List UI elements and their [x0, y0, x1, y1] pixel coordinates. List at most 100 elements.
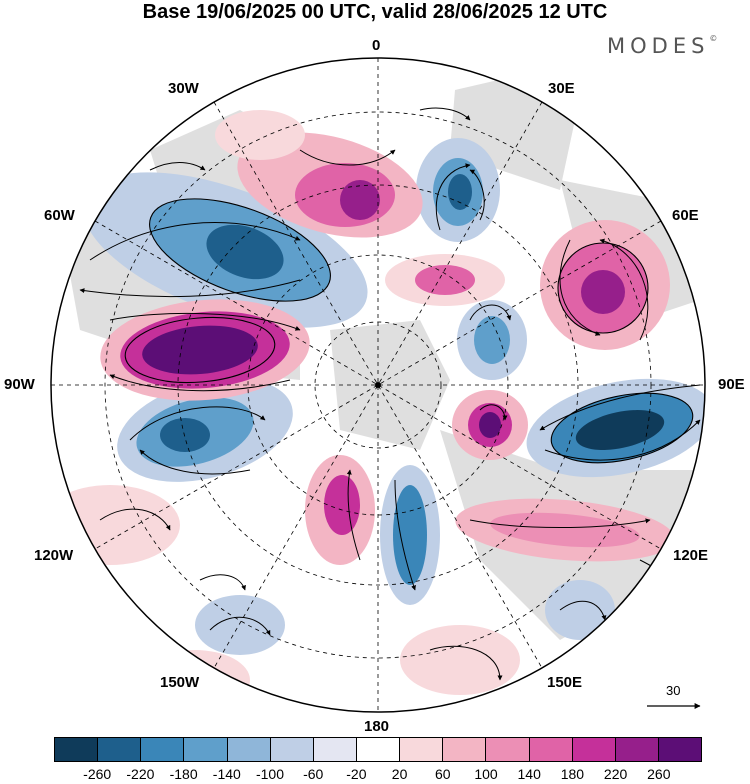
vector [299, 149, 396, 166]
lon-label-0: 0 [372, 37, 381, 54]
vector [89, 222, 301, 261]
anomaly-high-northpacific [400, 625, 520, 695]
lon-label-60e: 60E [672, 207, 699, 224]
anomaly-high-canada-core [142, 325, 258, 375]
colorbar-cell [270, 738, 314, 761]
vector [435, 163, 471, 231]
anomaly-high-laptev-core [479, 412, 501, 438]
colorbar-cell [615, 738, 659, 761]
lon-label-30w: 30W [168, 80, 199, 97]
colorbar-ticks: -260 -220 -180 -140 -100 -60 -20 20 60 100 140 180 2… [54, 766, 702, 784]
vector [419, 107, 471, 121]
anomaly-low-scandinavia-core [448, 174, 472, 210]
lon-label-120e: 120E [673, 547, 709, 564]
lon-label-30e: 30E [548, 80, 575, 97]
colorbar-cell [658, 738, 702, 761]
vector [209, 616, 271, 636]
colorbar-tick-label: -60 [303, 766, 324, 782]
vector [559, 600, 607, 621]
colorbar-tick-label: -100 [255, 766, 285, 782]
colorbar-tick-label: 60 [435, 766, 451, 782]
anomaly-low-chukchi-core [393, 485, 427, 585]
colorbar-cell [486, 738, 530, 761]
colorbar-tick-label: -220 [126, 766, 155, 782]
colorbar-cell [55, 738, 99, 761]
colorbar-cell [227, 738, 271, 761]
map-boundary [50, 57, 706, 713]
vector [129, 406, 266, 441]
anomaly-low-kara-core [474, 316, 510, 364]
colorbar-tick-label: -140 [212, 766, 241, 782]
anomaly-low-aleutian [195, 595, 285, 655]
meridian-30w-150e [213, 101, 543, 669]
anomaly-low-okhotsk [545, 580, 615, 640]
lon-label-90w: 90W [4, 376, 35, 393]
vector [109, 312, 301, 331]
vector [559, 239, 601, 336]
colorbar-tick-label: 20 [391, 766, 408, 782]
colorbar-cell [184, 738, 228, 761]
lon-label-90e: 90E [718, 376, 745, 393]
lon-label-180: 180 [364, 718, 390, 735]
anomaly-high-atlantic-core [340, 180, 380, 220]
colorbar-tick-label: 140 [517, 766, 541, 782]
wind-vectors [79, 107, 701, 681]
modes-logo: MODES© [607, 34, 717, 58]
colorbar-cell [443, 738, 487, 761]
anomaly-low-siberia-core [575, 410, 665, 450]
colorbar-cell [313, 738, 357, 761]
vector [539, 384, 701, 431]
colorbar [54, 737, 702, 762]
contour-high-canada [124, 316, 276, 384]
anomaly-low-pacific-core [160, 418, 210, 452]
vector [199, 574, 246, 591]
anomaly-low-canada-core [206, 224, 284, 280]
lon-label-120w: 120W [34, 547, 74, 564]
contour-canada [149, 198, 331, 302]
anomaly-high-eastasia-core [490, 512, 640, 548]
vector [139, 449, 251, 475]
vector [99, 508, 171, 531]
lon-label-150w: 150W [160, 674, 200, 691]
anomaly-high-urals-core [581, 270, 625, 314]
meridian-60w-120e [94, 220, 662, 550]
colorbar-cell [572, 738, 616, 761]
vector [346, 469, 361, 561]
vector [79, 279, 301, 298]
meridian-60e-120w [94, 220, 662, 550]
vector [149, 162, 206, 171]
colorbar-cell [400, 738, 444, 761]
contour-siberia [550, 392, 694, 464]
vector [394, 479, 416, 591]
colorbar-tick-label: -260 [83, 766, 112, 782]
colorbar-tick-label: -20 [346, 766, 367, 782]
north-pole-marker [375, 382, 381, 388]
anomaly-high-barents-core [415, 265, 475, 295]
colorbar-tick-label: 260 [647, 766, 671, 782]
vector [599, 238, 649, 341]
vector [479, 404, 508, 421]
meridian-30e-150w [213, 101, 543, 669]
colorbar-cell [141, 738, 185, 761]
lon-label-60w: 60W [44, 207, 75, 224]
colorbar-tick-label: 100 [474, 766, 498, 782]
lat-circle [177, 184, 579, 586]
chart-title: Base 19/06/2025 00 UTC, valid 28/06/2025… [142, 1, 608, 23]
lon-label-150e: 150E [547, 674, 583, 691]
colorbar-tick-label: -180 [169, 766, 198, 782]
map-disc-content [51, 58, 705, 712]
colorbar-cell [356, 738, 401, 761]
vector [469, 304, 512, 321]
colorbar-tick-label: 220 [603, 766, 628, 782]
brand-text: MODES [607, 34, 710, 58]
colorbar-cell [529, 738, 573, 761]
vector [469, 518, 651, 528]
vector-scale-label: 30 [666, 683, 681, 698]
meridians [51, 58, 705, 712]
colorbar-cell [98, 738, 142, 761]
brand-copyright-mark: © [709, 34, 718, 43]
anomaly-high-greenland [215, 110, 305, 160]
anomaly-high-alaska-core [324, 475, 360, 535]
colorbar-tick-label: 180 [560, 766, 585, 782]
